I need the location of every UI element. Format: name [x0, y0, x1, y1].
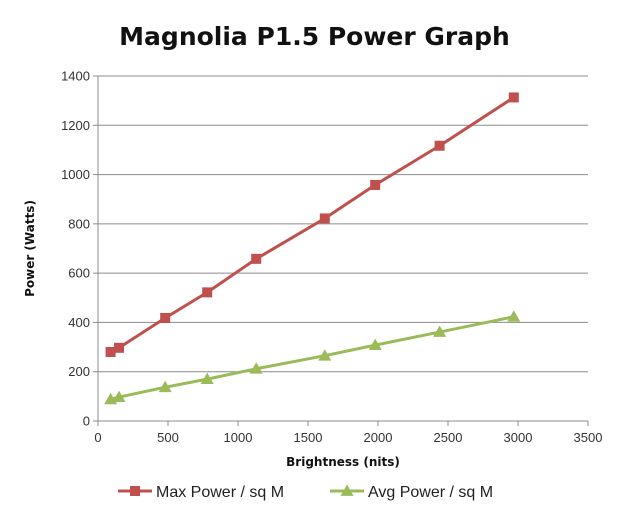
- data-point-series-1: [202, 287, 213, 298]
- series-line-1: [109, 96, 515, 354]
- data-point-series-1: [508, 92, 519, 103]
- data-point-series-1: [160, 312, 171, 323]
- x-tick-label: 3500: [574, 430, 603, 445]
- data-point-series-2: [507, 310, 521, 322]
- y-tick-label: 1400: [61, 69, 90, 84]
- y-tick-label: 400: [68, 315, 90, 330]
- x-tick-label: 2000: [364, 430, 393, 445]
- series-line-2: [110, 315, 515, 401]
- y-tick-label: 200: [68, 364, 90, 379]
- x-tick-label: 3000: [504, 430, 533, 445]
- data-point-series-2: [158, 380, 172, 393]
- data-point-series-1: [319, 213, 330, 224]
- y-tick-label: 800: [68, 216, 90, 231]
- legend-label-1: Max Power / sq M: [156, 484, 284, 501]
- legend-marker-2: [340, 484, 354, 496]
- data-point-series-2: [318, 349, 332, 361]
- data-point-series-2: [200, 372, 214, 384]
- y-tick-label: 0: [83, 414, 90, 429]
- y-tick-label: 1000: [61, 167, 90, 182]
- data-point-series-2: [112, 390, 126, 402]
- chart-title: Magnolia P1.5 Power Graph: [119, 22, 510, 51]
- legend-label-2: Avg Power / sq M: [368, 484, 493, 501]
- data-point-series-2: [249, 362, 263, 374]
- legend-marker-1: [130, 486, 140, 496]
- x-tick-label: 1500: [294, 430, 323, 445]
- x-tick-label: 0: [94, 430, 101, 445]
- data-point-series-1: [434, 140, 445, 151]
- data-point-series-2: [433, 325, 447, 337]
- data-point-series-1: [105, 347, 116, 357]
- x-tick-label: 1000: [224, 430, 253, 445]
- y-tick-label: 600: [68, 266, 90, 281]
- data-point-series-1: [114, 342, 124, 353]
- data-point-series-2: [368, 338, 382, 350]
- y-tick-label: 1200: [61, 118, 90, 133]
- data-point-series-1: [251, 253, 262, 264]
- x-axis-title: Brightness (nits): [286, 455, 400, 469]
- data-point-series-1: [370, 179, 381, 190]
- x-tick-label: 500: [157, 430, 179, 445]
- y-axis-title: Power (Watts): [23, 200, 37, 297]
- legend: Max Power / sq M Avg Power / sq M: [118, 484, 493, 501]
- x-tick-label: 2500: [434, 430, 463, 445]
